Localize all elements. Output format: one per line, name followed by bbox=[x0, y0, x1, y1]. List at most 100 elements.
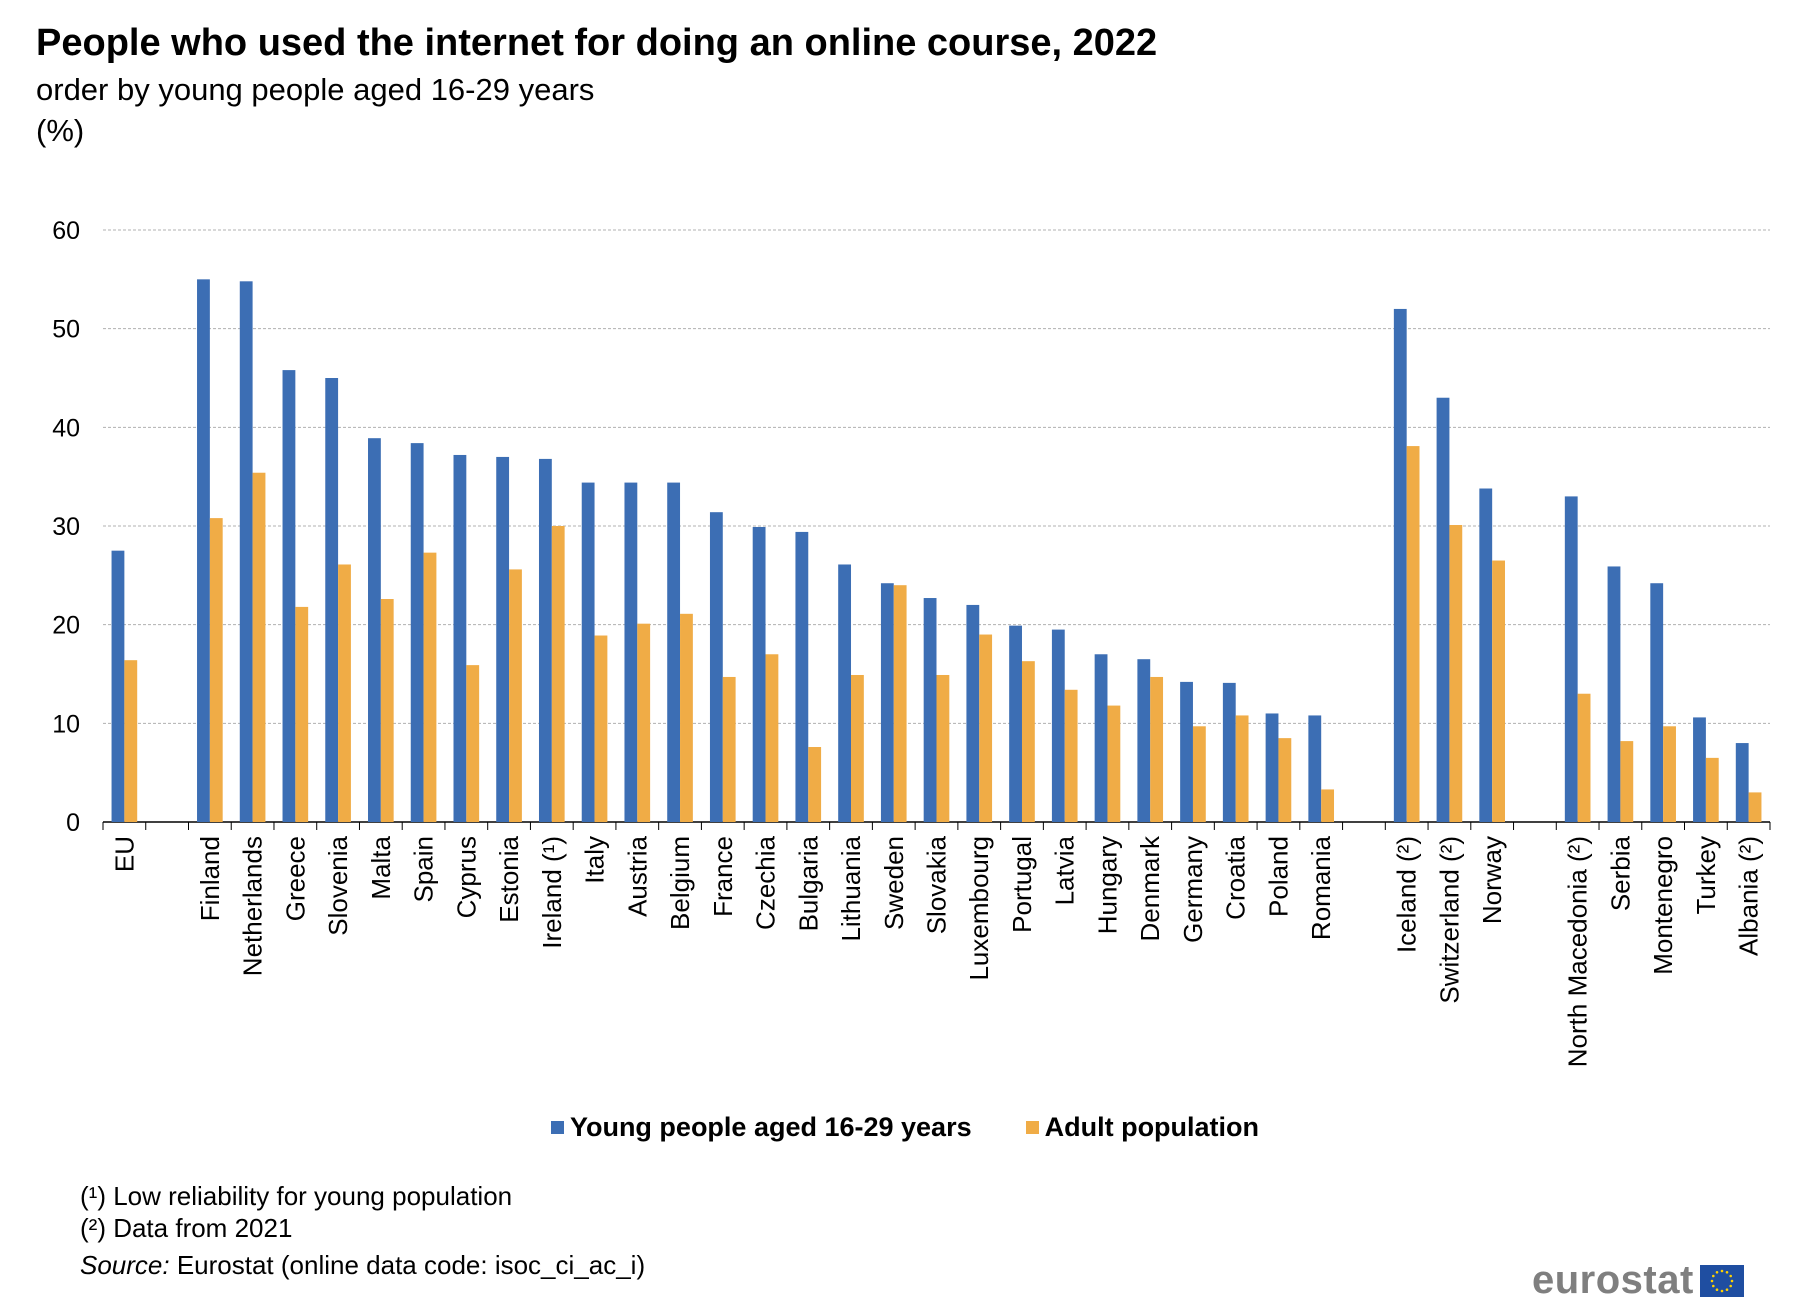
x-tick-label: EU bbox=[109, 836, 139, 872]
bar-adult bbox=[1705, 757, 1719, 822]
bar-adult bbox=[1321, 789, 1335, 822]
x-tick-label: Iceland (²) bbox=[1392, 836, 1422, 953]
bar-young bbox=[1650, 583, 1664, 822]
bar-adult bbox=[295, 606, 309, 822]
unit-label: (%) bbox=[36, 113, 85, 148]
bar-young bbox=[1735, 743, 1749, 822]
bar-young bbox=[838, 564, 852, 822]
bar-adult bbox=[338, 564, 351, 822]
x-tick-label: Sweden bbox=[879, 836, 909, 930]
x-tick-label: Luxembourg bbox=[964, 836, 994, 981]
bar-adult bbox=[209, 518, 223, 822]
x-tick-label: Malta bbox=[366, 835, 396, 899]
footnote-2: (²) Data from 2021 bbox=[80, 1213, 293, 1243]
bar-young bbox=[1607, 566, 1621, 822]
bar-young bbox=[795, 531, 809, 822]
bar-young bbox=[880, 583, 894, 822]
x-tick-label: Cyprus bbox=[451, 836, 481, 918]
bar-young bbox=[1436, 397, 1450, 822]
x-tick-label: Netherlands bbox=[238, 836, 268, 976]
y-tick-label: 40 bbox=[52, 414, 80, 442]
x-tick-label: Croatia bbox=[1221, 835, 1251, 919]
bar-young bbox=[1222, 682, 1236, 822]
bar-chart: 0 10 20 30 40 50 60 EU Finland Netherlands Greece S… bbox=[52, 217, 1771, 1067]
x-tick-label: Greece bbox=[280, 836, 310, 921]
x-tick-label: Portugal bbox=[1007, 836, 1037, 933]
bar-young bbox=[325, 378, 339, 822]
bar-young bbox=[1693, 717, 1706, 822]
bar-adult bbox=[936, 674, 950, 822]
bar-young bbox=[1265, 713, 1279, 822]
bar-young bbox=[667, 482, 681, 822]
bar-young bbox=[709, 512, 723, 822]
bar-young bbox=[1051, 629, 1065, 822]
bar-adult bbox=[680, 613, 693, 822]
source-text: Eurostat (online data code: isoc_ci_ac_i… bbox=[169, 1250, 646, 1280]
x-tick-label: Ireland (¹) bbox=[537, 836, 567, 949]
legend-item-adult: Adult population bbox=[1025, 1112, 1259, 1143]
bar-adult bbox=[979, 634, 993, 822]
bar-adult bbox=[1406, 446, 1420, 822]
x-tick-label: Slovakia bbox=[922, 835, 952, 934]
x-tick-label: Switzerland (²) bbox=[1434, 836, 1464, 1004]
bar-adult bbox=[1107, 705, 1121, 822]
x-tick-label: Hungary bbox=[1092, 836, 1122, 934]
bar-young bbox=[410, 443, 424, 822]
x-tick-label: Latvia bbox=[1050, 835, 1080, 905]
y-tick-label: 50 bbox=[52, 316, 80, 344]
bar-young bbox=[496, 456, 510, 822]
bar-young bbox=[1137, 659, 1151, 822]
logo-wordmark: eurostat bbox=[1532, 1258, 1694, 1302]
legend-item-young: Young people aged 16-29 years bbox=[550, 1112, 972, 1143]
x-tick-label: Turkey bbox=[1691, 836, 1721, 915]
bar-adult bbox=[551, 526, 565, 822]
bar-young bbox=[1393, 308, 1407, 822]
bar-young bbox=[239, 281, 253, 823]
bar-adult bbox=[423, 552, 437, 822]
eurostat-logo: eurostat bbox=[1532, 1258, 1744, 1303]
bar-young bbox=[1180, 681, 1193, 822]
y-tick-label: 30 bbox=[52, 513, 80, 541]
bar-adult bbox=[1577, 693, 1591, 822]
bar-adult bbox=[1663, 726, 1676, 822]
x-tick-label: Denmark bbox=[1135, 835, 1165, 941]
bar-adult bbox=[765, 654, 779, 822]
bar-adult bbox=[380, 599, 394, 822]
bar-adult bbox=[1492, 560, 1505, 822]
bar-young bbox=[1479, 488, 1493, 822]
bar-young bbox=[197, 279, 210, 822]
bar-young bbox=[581, 482, 595, 822]
legend-label-young: Young people aged 16-29 years bbox=[569, 1112, 972, 1142]
bar-adult bbox=[851, 674, 864, 822]
bar-adult bbox=[1021, 661, 1035, 822]
y-tick-label: 20 bbox=[52, 612, 80, 640]
y-tick-label: 0 bbox=[66, 809, 80, 837]
legend-swatch-adult bbox=[1025, 1121, 1039, 1134]
footnote-1: (¹) Low reliability for young population bbox=[80, 1181, 513, 1211]
bar-adult bbox=[1748, 792, 1762, 822]
bar-young bbox=[1308, 715, 1322, 822]
bar-young bbox=[1094, 654, 1108, 822]
bar-adult bbox=[1064, 689, 1078, 822]
chart-title: People who used the internet for doing a… bbox=[36, 22, 1158, 64]
bar-adult bbox=[509, 569, 522, 822]
x-tick-label: Romania bbox=[1306, 835, 1336, 940]
bar-adult bbox=[1235, 715, 1249, 822]
bar-adult bbox=[252, 472, 266, 822]
bar-young bbox=[752, 526, 766, 822]
x-tick-label: Serbia bbox=[1605, 835, 1635, 911]
bar-adult bbox=[808, 747, 822, 822]
legend-swatch-young bbox=[550, 1121, 564, 1134]
x-tick-label: Spain bbox=[409, 836, 439, 903]
x-tick-label: Germany bbox=[1178, 836, 1208, 943]
bar-adult bbox=[1278, 738, 1292, 822]
x-tick-label: Czechia bbox=[751, 835, 781, 929]
bar-adult bbox=[1192, 726, 1206, 822]
legend: Young people aged 16-29 years Adult popu… bbox=[0, 1112, 1810, 1143]
bar-adult bbox=[722, 676, 736, 822]
bar-young bbox=[282, 370, 296, 822]
bar-adult bbox=[466, 665, 480, 822]
chart-subtitle: order by young people aged 16-29 years bbox=[36, 72, 595, 107]
bar-adult bbox=[124, 660, 138, 822]
source-line: Source: Eurostat (online data code: isoc… bbox=[80, 1250, 645, 1281]
